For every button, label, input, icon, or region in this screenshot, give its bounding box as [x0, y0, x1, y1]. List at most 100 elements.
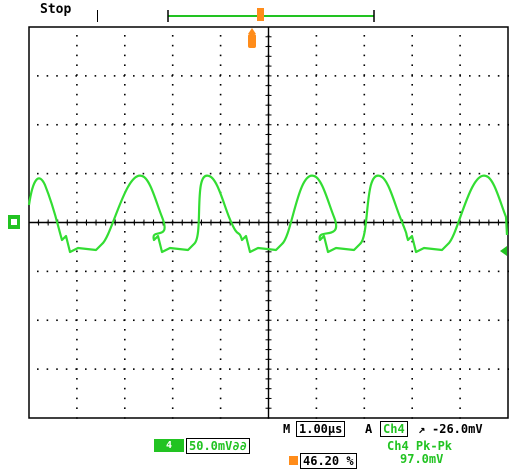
grid-dot [363, 250, 366, 253]
grid-dot [363, 270, 365, 273]
grid-dot [37, 75, 39, 77]
grid-dot [459, 75, 461, 77]
grid-dot [219, 123, 221, 126]
grid-dot [296, 368, 298, 370]
grid-dot [200, 368, 202, 370]
grid-dot [363, 44, 366, 47]
grid-dot [123, 172, 125, 175]
grid-dot [315, 93, 318, 96]
grid-dot [75, 368, 77, 370]
grid-dot [382, 123, 385, 126]
grid-dot [56, 270, 58, 273]
grid-dot [421, 172, 423, 175]
grid-dot [248, 319, 250, 322]
grid-dot [363, 368, 365, 370]
grid-dot [459, 113, 461, 115]
rising-edge-icon: ↗ [418, 422, 426, 436]
grid-dot [124, 348, 126, 351]
grid-dot [113, 75, 116, 77]
grid-dot [171, 299, 174, 302]
grid-dot [219, 133, 222, 135]
grid-dot [171, 74, 174, 76]
trigger-position-readout[interactable]: 46.20 % [300, 453, 357, 469]
grid-dot [315, 103, 318, 106]
grid-dot [363, 133, 366, 135]
grid-dot [459, 289, 461, 292]
grid-dot [133, 270, 135, 273]
trigger-position-icon [289, 456, 298, 465]
grid-dot [171, 260, 174, 262]
grid-dot [171, 152, 174, 155]
grid-dot [363, 260, 366, 262]
grid-dot [373, 368, 375, 370]
grid-dot [76, 103, 78, 106]
grid-dot [411, 182, 413, 184]
grid-dot [325, 75, 327, 77]
grid-dot [124, 260, 126, 262]
grid-dot [190, 75, 193, 77]
grid-dot [411, 358, 413, 360]
grid-dot [392, 368, 394, 370]
grid-dot [440, 172, 442, 175]
grid-dot [219, 338, 222, 341]
grid-dot [411, 270, 413, 273]
grid-dot [219, 142, 222, 145]
grid-dot [478, 270, 481, 273]
channel-scale-readout[interactable]: 50.0mV∂∂ [186, 438, 250, 454]
grid-dot [286, 270, 289, 273]
grid-dot [219, 201, 222, 204]
grid-dot [124, 162, 126, 164]
grid-dot [507, 172, 509, 175]
grid-dot [171, 182, 174, 184]
grid-dot [459, 103, 461, 106]
grid-dot [459, 123, 461, 126]
grid-dot [315, 75, 317, 77]
grid-dot [219, 358, 222, 360]
grid-dot [334, 270, 337, 273]
grid-dot [76, 417, 78, 419]
trigger-level-marker-icon [500, 246, 507, 256]
grid-dot [392, 123, 394, 126]
grid-dot [229, 172, 231, 175]
grid-dot [363, 309, 366, 311]
grid-dot [104, 123, 106, 126]
grid-dot [315, 319, 317, 322]
grid-dot [75, 172, 77, 175]
grid-dot [104, 368, 106, 370]
grid-dot [85, 319, 87, 322]
grid-dot [171, 75, 173, 77]
grid-dot [277, 123, 279, 126]
grid-dot [315, 397, 318, 400]
timebase-readout[interactable]: 1.00µs [296, 421, 346, 437]
grid-dot [469, 75, 471, 77]
grid-dot [459, 231, 461, 233]
grid-dot [344, 172, 346, 175]
trigger-level-readout[interactable]: -26.0mV [432, 422, 483, 436]
grid-dot [421, 123, 423, 126]
channel-badge[interactable]: 4 [154, 439, 184, 452]
grid-dot [344, 123, 346, 126]
grid-dot [363, 84, 366, 86]
grid-dot [104, 172, 106, 175]
grid-dot [200, 270, 202, 273]
grid-dot [65, 319, 68, 322]
grid-dot [257, 270, 260, 273]
grid-dot [411, 211, 413, 213]
grid-dot [200, 75, 202, 77]
trigger-source-readout[interactable]: Ch4 [380, 421, 408, 437]
grid-dot [171, 44, 174, 47]
grid-dot [219, 397, 222, 400]
grid-dot [478, 172, 481, 175]
grid-dot [171, 54, 174, 57]
grid-dot [315, 201, 318, 204]
grid-dot [161, 319, 164, 322]
grid-dot [363, 103, 366, 106]
grid-dot [411, 113, 413, 115]
grid-dot [296, 123, 298, 126]
grid-dot [497, 368, 500, 370]
grid-dot [459, 319, 461, 322]
grid-dot [411, 378, 413, 380]
grid-dot [325, 368, 327, 370]
grid-dot [76, 358, 78, 360]
grid-dot [229, 123, 231, 126]
